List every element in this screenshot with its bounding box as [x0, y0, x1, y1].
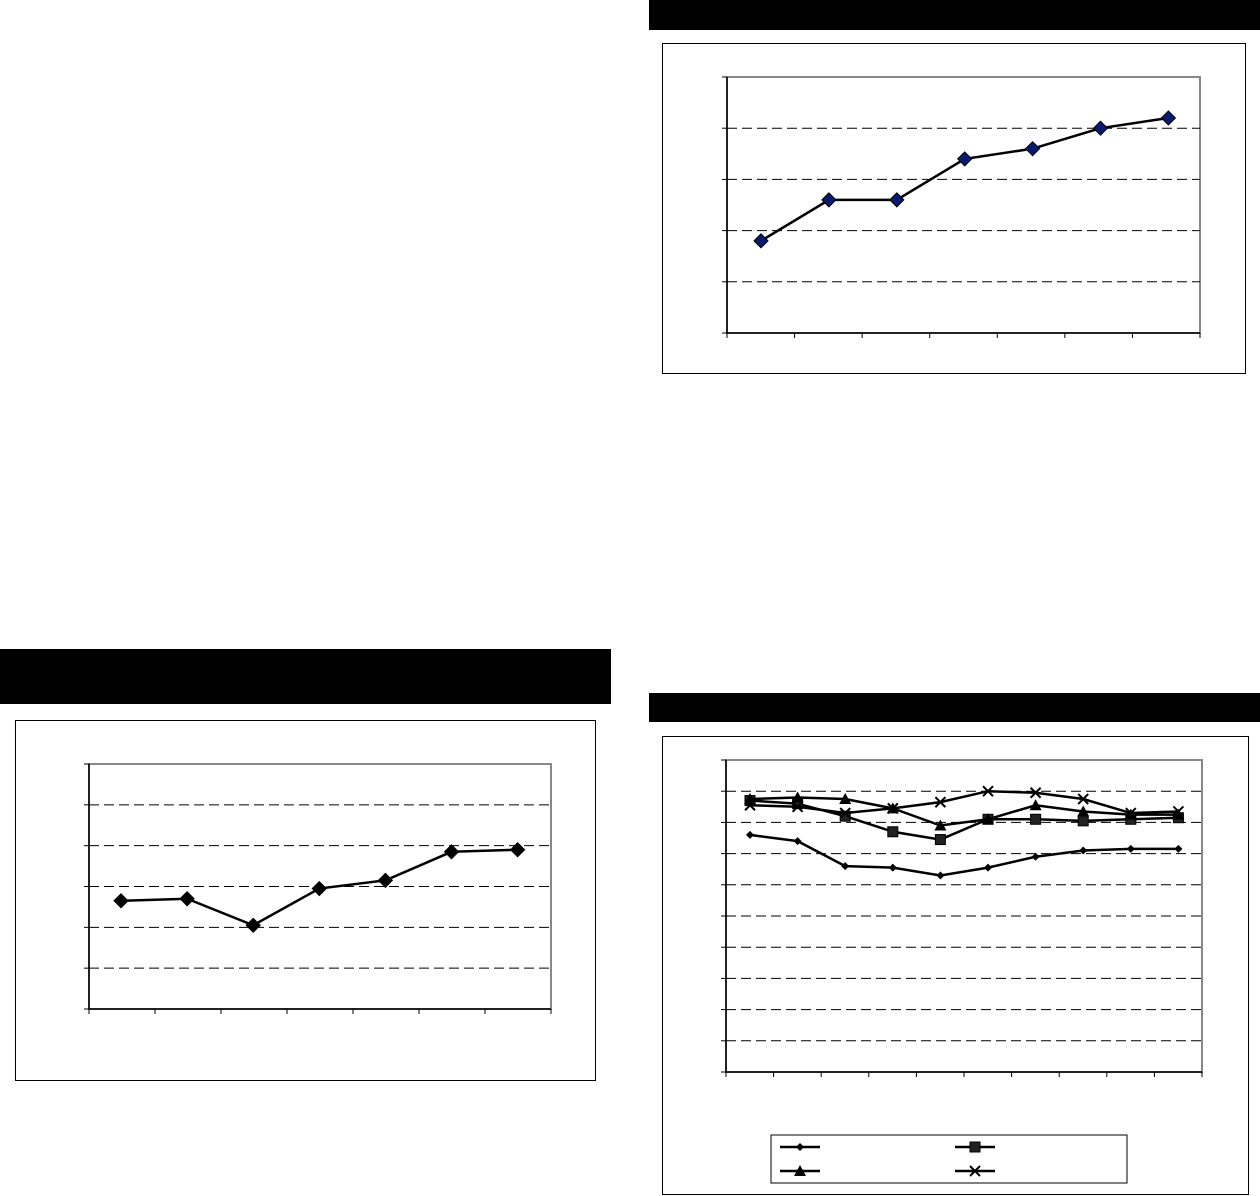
- data-point: [791, 801, 804, 813]
- data-point: [1077, 793, 1089, 805]
- data-point: [113, 893, 129, 909]
- data-point: [982, 813, 994, 825]
- data-point: [311, 880, 328, 897]
- data-point: [841, 862, 850, 871]
- chart-2: [84, 763, 552, 1014]
- data-point: [1125, 807, 1137, 819]
- data-point: [936, 871, 945, 880]
- legend-marker: [969, 1165, 981, 1177]
- data-point: [1126, 844, 1135, 853]
- data-point: [956, 151, 973, 167]
- chart-1: [722, 76, 1201, 338]
- data-point: [1031, 852, 1040, 861]
- chart-3: [721, 759, 1203, 1184]
- data-point: [934, 819, 947, 831]
- data-point: [1024, 140, 1041, 157]
- data-point: [888, 863, 897, 872]
- data-point: [744, 799, 756, 811]
- data-point: [1092, 120, 1109, 136]
- data-point: [753, 233, 769, 249]
- section-header-bar-bottom-left: [0, 649, 611, 704]
- data-point: [245, 917, 261, 933]
- legend-box: [770, 1134, 1128, 1184]
- data-point: [793, 837, 802, 846]
- data-point: [1174, 844, 1183, 853]
- section-header-bar-bottom-right: [649, 693, 1260, 722]
- data-point: [821, 192, 837, 208]
- data-point: [1030, 813, 1042, 825]
- data-point: [179, 891, 195, 907]
- data-point: [839, 810, 851, 822]
- data-point: [984, 863, 992, 872]
- data-point: [839, 793, 852, 804]
- legend-marker: [969, 1141, 981, 1153]
- data-point: [1029, 799, 1042, 811]
- legend-marker: [794, 1165, 806, 1176]
- data-point: [509, 842, 526, 858]
- data-point: [982, 785, 994, 797]
- data-point: [1172, 805, 1185, 818]
- data-point: [889, 192, 905, 208]
- series-line-3: [749, 796, 1179, 827]
- data-point: [839, 807, 851, 819]
- data-point: [746, 830, 754, 839]
- data-point: [377, 872, 394, 889]
- data-point: [887, 826, 899, 838]
- series-line-1: [749, 833, 1179, 877]
- data-point: [1077, 815, 1089, 827]
- plot-area: [726, 76, 1201, 334]
- data-point: [934, 796, 947, 808]
- data-point: [1160, 110, 1177, 126]
- series-line-4: [749, 789, 1179, 815]
- data-point: [443, 844, 460, 860]
- data-point: [791, 791, 804, 803]
- data-point: [934, 834, 946, 846]
- data-point: [887, 802, 899, 815]
- legend-marker: [796, 1143, 804, 1151]
- data-point: [1029, 787, 1042, 799]
- data-point: [1079, 846, 1088, 855]
- data-point: [1172, 808, 1185, 820]
- section-header-bar-top-right: [649, 0, 1260, 30]
- data-point: [1077, 805, 1090, 817]
